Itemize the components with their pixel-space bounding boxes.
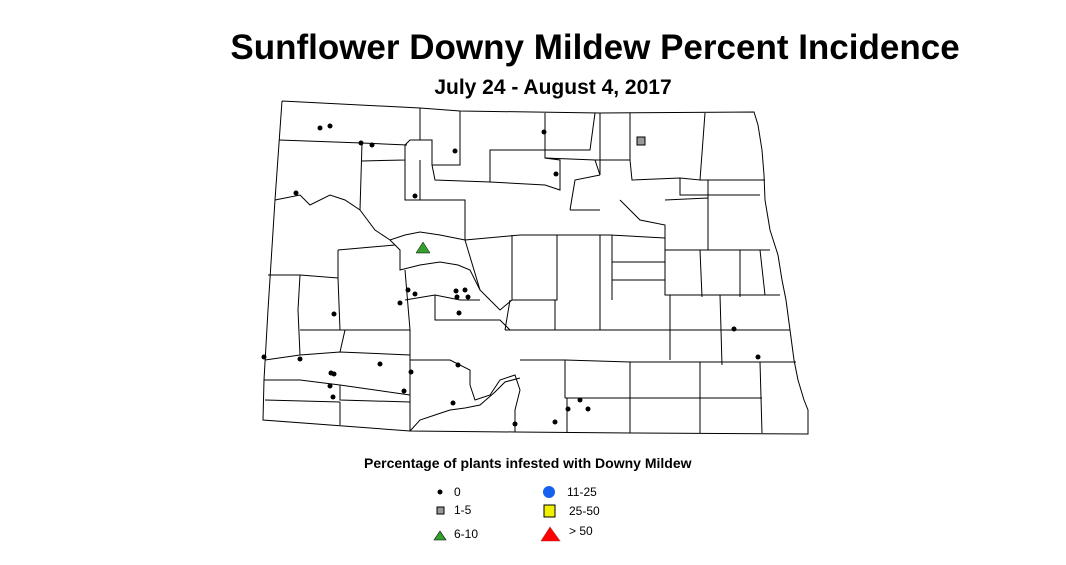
county-boundary xyxy=(297,274,301,356)
sample-point-1-5 xyxy=(636,136,646,146)
sample-point-0 xyxy=(412,291,418,297)
sample-point-0 xyxy=(369,142,375,148)
county-boundary xyxy=(664,280,780,296)
legend-symbol-6-10 xyxy=(433,530,447,541)
sample-point-0 xyxy=(412,193,418,199)
sample-point-0 xyxy=(297,356,303,362)
legend-title: Percentage of plants infested with Downy… xyxy=(364,455,692,471)
sample-point-0 xyxy=(452,148,458,154)
sample-point-0 xyxy=(405,287,411,293)
sample-point-0 xyxy=(401,388,407,394)
county-boundary xyxy=(545,112,596,151)
sample-point-0 xyxy=(552,419,558,425)
legend-label-1-5: 1-5 xyxy=(454,503,472,517)
county-boundary xyxy=(409,330,471,385)
sample-point-0 xyxy=(585,406,591,412)
sample-point-0 xyxy=(456,310,462,316)
county-boundary xyxy=(464,239,513,311)
county-boundary xyxy=(489,149,545,182)
legend-label-6-10: 6-10 xyxy=(454,527,479,541)
sample-point-0 xyxy=(358,140,364,146)
sample-point-0 xyxy=(327,123,333,129)
county-boundary xyxy=(404,160,420,201)
county-boundary xyxy=(520,359,796,363)
county-boundary xyxy=(264,379,411,396)
sample-point-0 xyxy=(465,294,471,300)
county-boundary xyxy=(759,249,766,296)
sample-point-0 xyxy=(541,129,547,135)
sample-point-0 xyxy=(408,369,414,375)
county-boundary xyxy=(719,294,723,366)
county-boundary xyxy=(361,108,421,162)
sample-point-0 xyxy=(327,383,333,389)
sample-point-0 xyxy=(450,400,456,406)
county-boundary xyxy=(268,250,339,279)
sample-point-0 xyxy=(462,287,468,293)
sample-point-0 xyxy=(755,354,761,360)
county-boundary xyxy=(339,385,411,403)
county-boundary xyxy=(699,249,703,298)
sample-point-0 xyxy=(293,190,299,196)
county-boundary xyxy=(544,113,601,176)
missouri-river xyxy=(409,377,521,432)
sample-point-0 xyxy=(553,171,559,177)
county-boundary xyxy=(619,199,666,238)
sample-point-0 xyxy=(331,371,337,377)
sample-point-0 xyxy=(453,288,459,294)
county-boundary xyxy=(264,399,341,403)
legend-label-0: 0 xyxy=(454,485,461,499)
sample-point-0 xyxy=(731,326,737,332)
county-boundary xyxy=(569,174,601,211)
legend-symbol-11-25 xyxy=(543,486,555,498)
county-boundary xyxy=(389,239,481,291)
sample-point-0 xyxy=(577,397,583,403)
sample-point-0 xyxy=(330,394,336,400)
legend-symbol-1-5 xyxy=(436,506,445,515)
sample-point-0 xyxy=(377,361,383,367)
legend-label-gt-50: > 50 xyxy=(569,524,593,538)
sample-point-0 xyxy=(455,362,461,368)
county-boundary xyxy=(339,329,346,353)
county-boundary xyxy=(337,244,396,251)
county-boundary xyxy=(404,294,480,301)
county-boundary xyxy=(511,235,558,301)
county-boundary xyxy=(419,160,466,240)
county-boundary xyxy=(274,194,666,241)
county-boundary xyxy=(664,197,770,251)
sample-point-0 xyxy=(565,406,571,412)
sample-point-0 xyxy=(317,125,323,131)
sample-point-0 xyxy=(397,300,403,306)
map-title: Sunflower Downy Mildew Percent Incidence xyxy=(230,28,960,67)
legend-symbol-0 xyxy=(437,489,443,495)
legend-label-11-25: 11-25 xyxy=(567,485,597,499)
legend-symbol-25-50 xyxy=(543,504,556,518)
sample-point-0 xyxy=(261,354,267,360)
county-boundary xyxy=(434,295,511,331)
sample-point-0 xyxy=(454,294,460,300)
legend-label-25-50: 25-50 xyxy=(569,504,600,518)
county-boundary xyxy=(679,178,760,196)
county-boundary xyxy=(359,142,363,211)
sample-point-6-10 xyxy=(415,241,431,254)
sample-point-0 xyxy=(331,311,337,317)
sample-point-0 xyxy=(512,421,518,427)
legend-symbol-gt-50 xyxy=(540,526,561,542)
county-boundary xyxy=(469,374,521,432)
county-boundary xyxy=(264,354,301,361)
county-boundary xyxy=(504,299,511,331)
map-subtitle: July 24 - August 4, 2017 xyxy=(434,76,672,99)
